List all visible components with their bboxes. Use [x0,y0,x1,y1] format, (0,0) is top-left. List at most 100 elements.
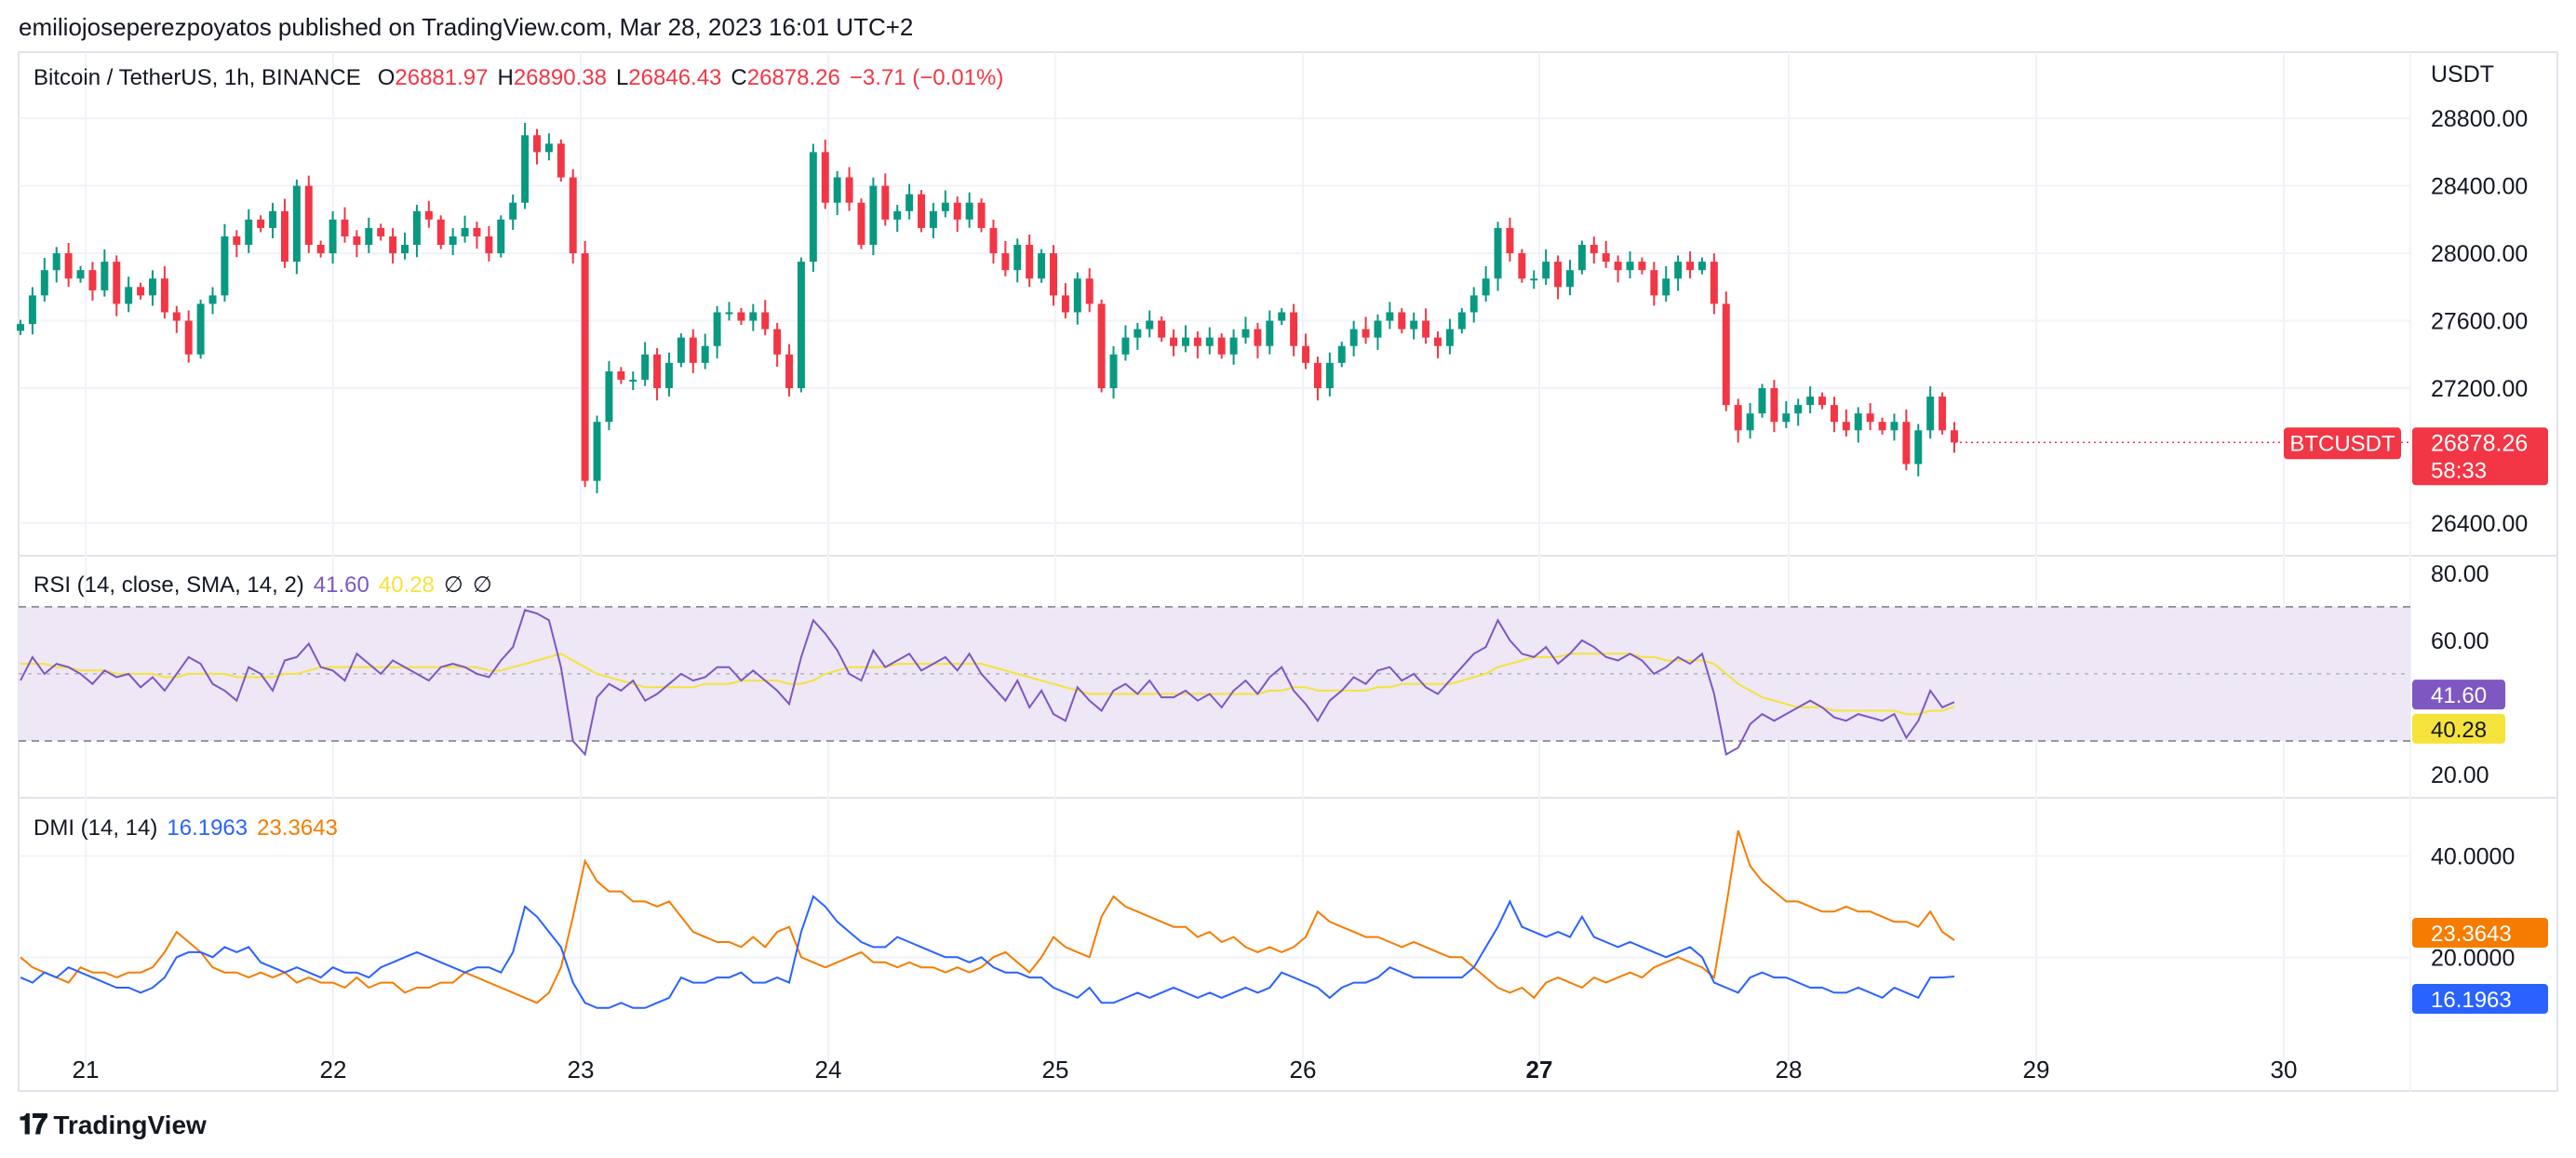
rsi-value: 41.60 [313,572,369,598]
candle-body [1506,227,1514,254]
candle-body [544,143,553,153]
published-byline: emiliojoseperezpoyatos published on Trad… [19,13,914,41]
x-tick-label: 21 [73,1056,100,1084]
symbol-badge-bg [2284,427,2401,460]
candle-body [1830,405,1838,423]
candle-body [389,236,397,254]
candle-body [1146,320,1154,330]
candle-body [821,152,829,203]
x-tick-label: 26 [1290,1056,1317,1084]
candle-body [17,324,24,331]
candle-body [785,354,794,388]
candle-body [1782,413,1791,423]
chart-frame [18,51,2558,1092]
candle-body [1902,422,1911,465]
price-tick-label: 27200.00 [2431,376,2528,402]
candle-body [1469,295,1478,313]
candle-body [1746,413,1754,431]
x-tick-label: 23 [568,1056,595,1084]
candle-body [581,253,589,481]
candle-body [1542,262,1550,279]
rsi-tick-label: 80.00 [2431,561,2489,587]
candle-body [1229,337,1238,355]
candle-body [1770,387,1778,423]
candle-body [1518,253,1526,279]
candle-body [593,422,601,481]
dmi-plus-badge-bg [2412,984,2548,1015]
candle-body [257,219,265,228]
candle-body [833,177,841,203]
rsi-line [20,609,1955,757]
candle-body [1445,329,1454,346]
change-value: −3.71 (−0.01%) [849,65,1004,90]
dmi-plus-value: 16.1963 [167,815,248,841]
candle-body [617,370,625,380]
high-label: H [497,65,514,90]
candle-body [52,253,60,271]
candle-body [461,227,469,236]
candle-body [1686,262,1695,271]
candle-body [1878,422,1886,431]
candle-body [1926,397,1935,431]
candle-body [245,219,253,246]
tradingview-logo[interactable]: 𝟏𝟕 TradingView [19,1110,207,1141]
candle-body [1038,253,1046,279]
candle-body [1794,405,1803,414]
candle-body [929,210,937,228]
candle-body [125,287,133,304]
candle-body [1278,312,1286,321]
candle-body [1626,262,1634,271]
candle-body [233,236,241,246]
dmi-plus-badge: 16.1963 [2431,988,2512,1013]
candle-body [737,312,745,321]
close-value: 26878.26 [746,65,840,90]
candle-body [1650,270,1658,296]
countdown-label: 58:33 [2431,458,2487,483]
candle-body [1614,262,1622,271]
candle-body [1254,329,1262,346]
candle-body [1710,262,1718,304]
dmi-tick-label: 20.0000 [2431,945,2515,971]
candle-body [1097,303,1106,388]
symbol-title[interactable]: Bitcoin / TetherUS, 1h, BINANCE [34,65,361,90]
dmi-minus-badge-bg [2412,918,2548,949]
candle-body [377,227,385,236]
candle-body [1914,430,1923,465]
candle-body [989,227,998,254]
rsi-extra-2: ∅ [472,572,492,598]
dmi-minus-badge: 23.3643 [2431,922,2512,947]
candle-body [605,370,613,423]
candle-body [1806,397,1815,406]
candle-body [1866,413,1874,423]
x-tick-label: 22 [320,1056,347,1084]
candle-body [1026,245,1034,279]
candle-body [1854,413,1862,431]
candle-body [76,270,85,279]
candle-body [761,312,770,330]
candle-body [809,152,817,263]
price-tick-label: 28000.00 [2431,241,2528,267]
candle-body [1374,320,1382,338]
candle-body [184,320,193,355]
candle-body [304,185,313,246]
candle-body [221,236,229,296]
candle-body [329,219,337,254]
candle-body [1362,329,1370,338]
rsi-legend[interactable]: RSI (14, close, SMA, 14, 2) 41.60 40.28 … [34,572,492,599]
dmi-plus-line [20,895,1955,1009]
candle-body [497,219,505,254]
candle-body [64,253,73,279]
dmi-legend[interactable]: DMI (14, 14) 16.1963 23.3643 [34,815,338,842]
candle-body [1638,262,1646,271]
candle-body [521,135,530,203]
rsi-band-fill [19,606,2410,741]
candle-body [725,312,733,315]
rsi-sma-badge-bg [2412,713,2505,744]
x-tick-label: 28 [1776,1056,1803,1084]
candle-body [424,210,433,220]
candle-body [280,210,288,263]
candle-body [1302,345,1310,363]
rsi-badge-bg [2412,680,2505,710]
candle-body [773,329,782,355]
